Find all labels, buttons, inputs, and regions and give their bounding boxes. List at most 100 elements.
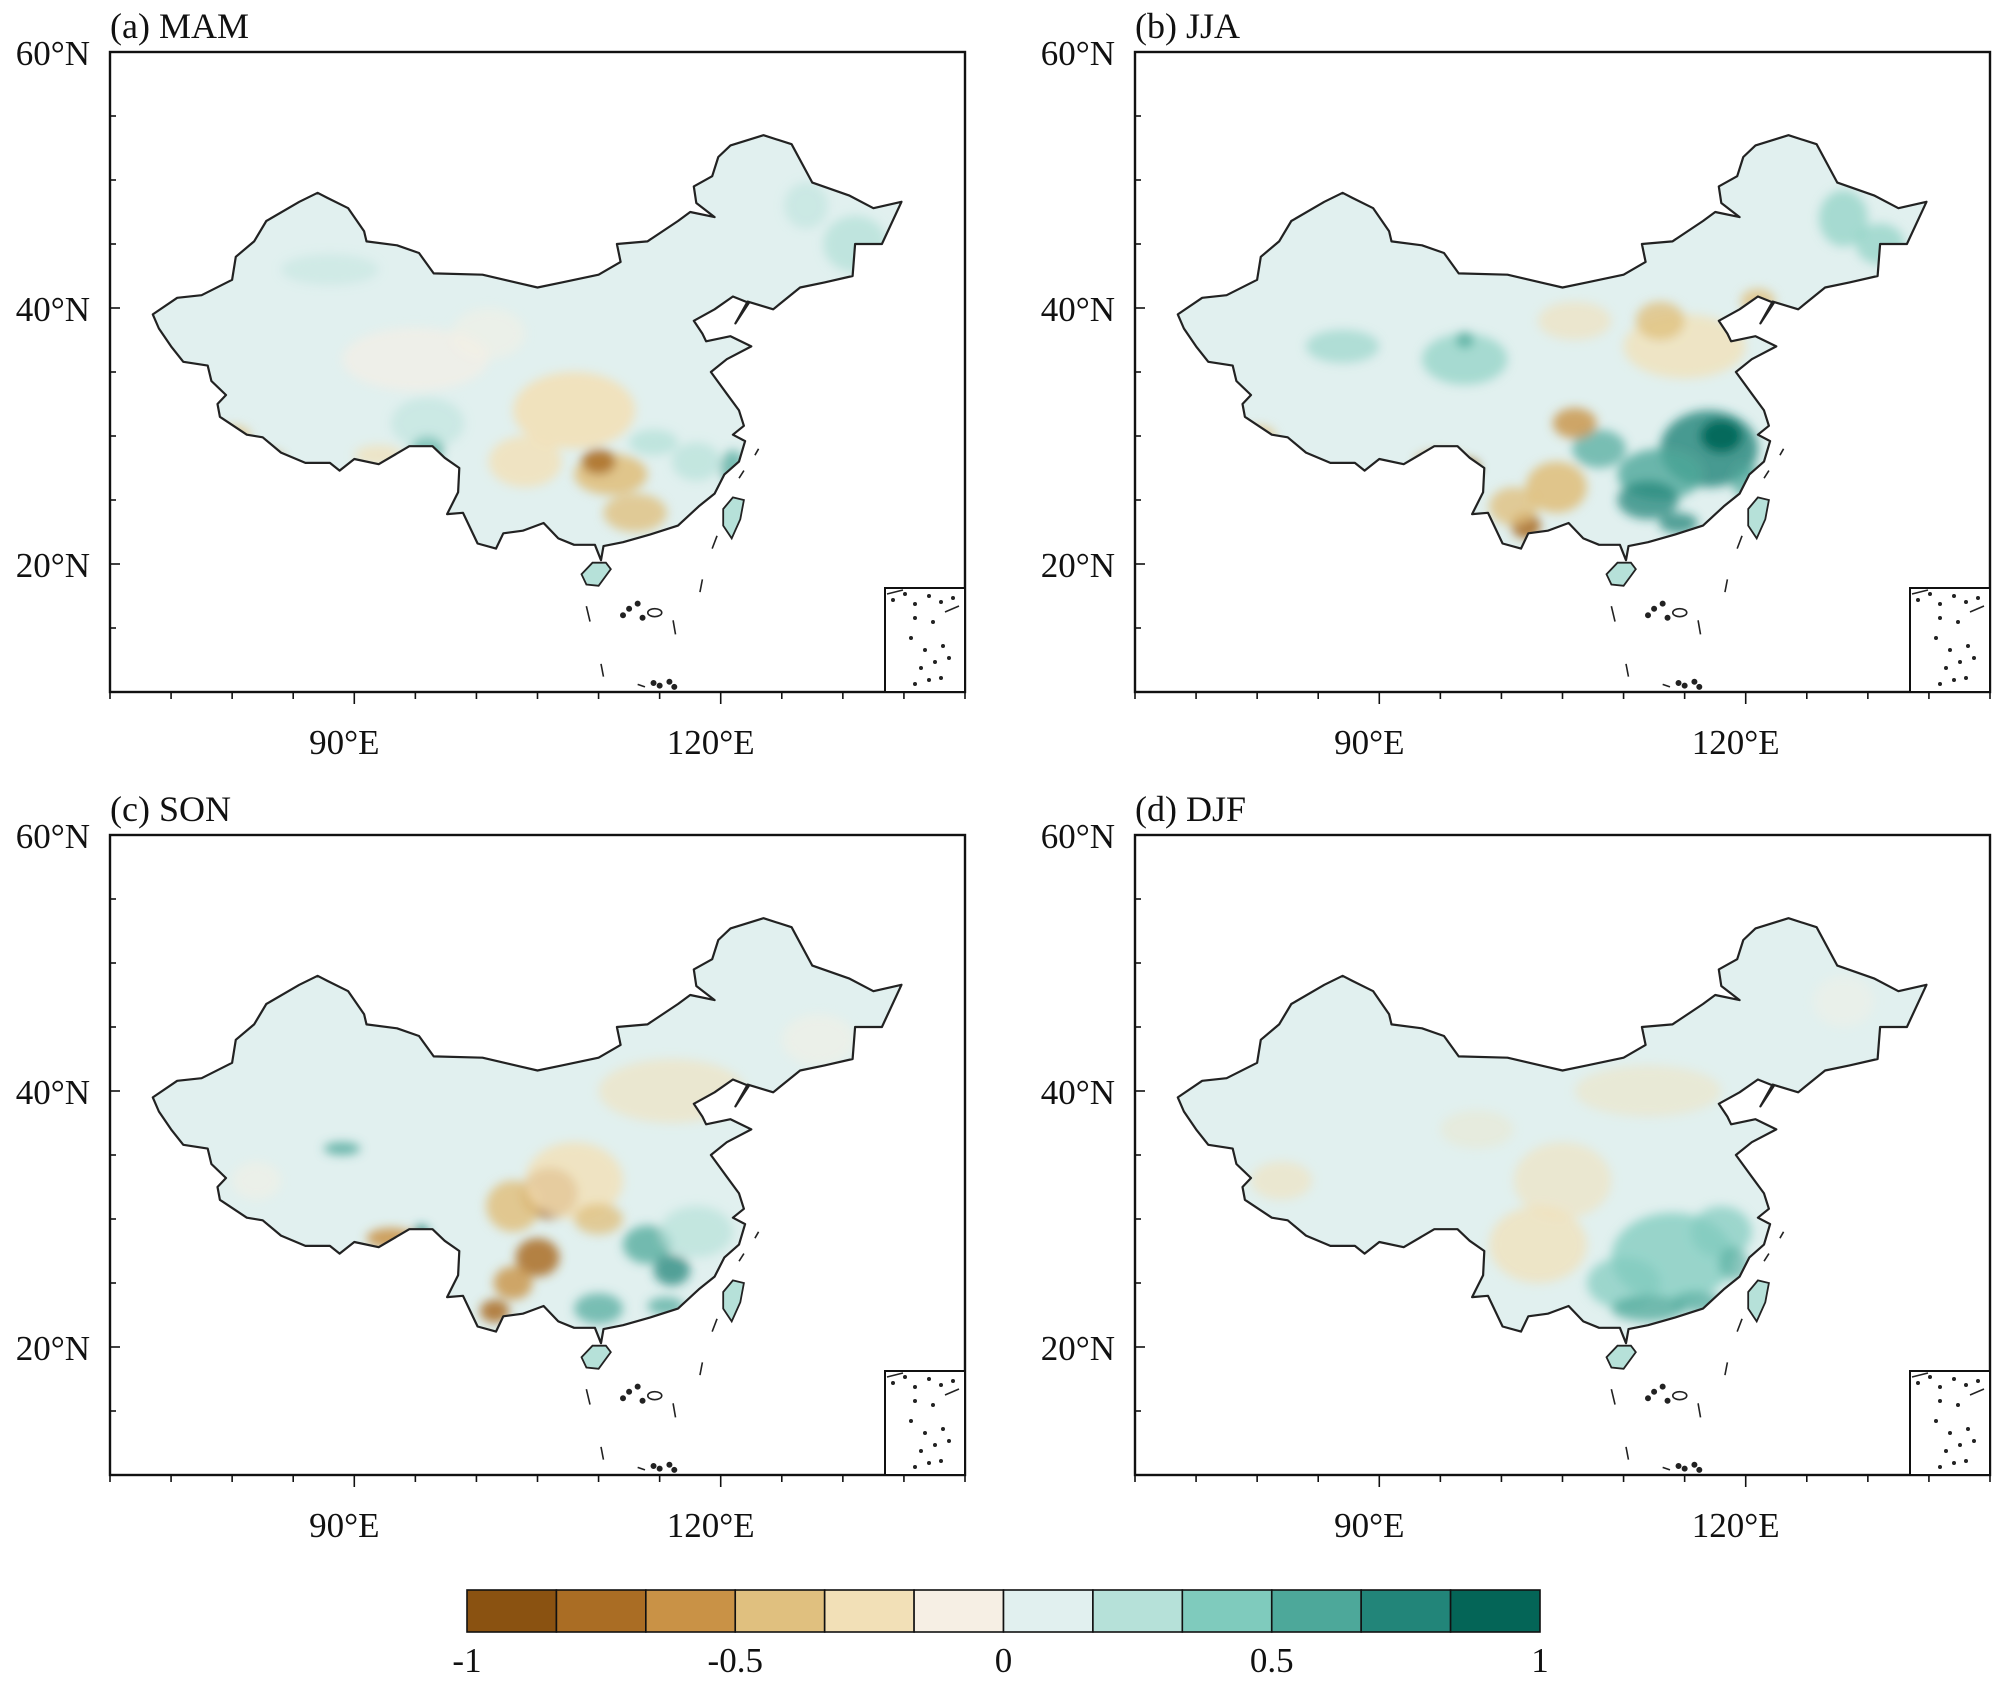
panel-title: (a) MAM: [110, 6, 249, 46]
colorbar-tick-label: 0.5: [1250, 1641, 1294, 1680]
taiwan-island: [1747, 1279, 1770, 1324]
colorbar-tick-label: 0: [995, 1641, 1013, 1680]
anomaly-patch: [323, 1142, 361, 1155]
colorbar-swatch: [734, 1589, 826, 1633]
panel-c: (c) SON 60°N 40°N 20°N 90°E 120°E: [16, 789, 967, 1545]
panel-b: (b) JJA 60°N 40°N 20°N 90°E 120°E: [1041, 6, 1992, 762]
country-border: [1176, 917, 1928, 1345]
south-china-sea-lines: [585, 1231, 760, 1473]
anomaly-patch: [452, 308, 526, 360]
anomaly-patch: [1306, 329, 1380, 364]
hainan-island: [1605, 1344, 1637, 1370]
lat-label: 60°N: [1041, 34, 1115, 73]
anomaly-patch: [629, 429, 678, 456]
panel-title: (b) JJA: [1135, 6, 1240, 46]
colorbar-tick-label: -1: [452, 1641, 481, 1680]
anomaly-patch: [659, 1206, 733, 1258]
colorbar-tick-label: -0.5: [708, 1641, 763, 1680]
colorbar-tick-label: 1: [1531, 1641, 1549, 1680]
anomaly-patch: [232, 1161, 281, 1200]
colorbar-swatch: [1181, 1589, 1273, 1633]
colorbar-swatch: [466, 1589, 558, 1633]
anomaly-patch: [342, 327, 489, 392]
south-china-sea-inset: [884, 1370, 966, 1476]
hainan-island: [580, 561, 612, 587]
country-border: [151, 134, 903, 562]
lon-label: 90°E: [1334, 723, 1404, 762]
anomaly-patch: [1574, 1065, 1722, 1117]
anomaly-patch: [493, 1266, 533, 1300]
anomaly-patch: [486, 1180, 540, 1232]
axis-ticks: [109, 51, 966, 704]
lat-label: 40°N: [1041, 290, 1115, 329]
lat-label: 60°N: [16, 34, 90, 73]
anomaly-patch: [784, 182, 829, 229]
anomaly-patch: [671, 442, 721, 481]
south-china-sea-inset: [1909, 1370, 1991, 1476]
anomaly-patch: [1422, 333, 1508, 385]
anomaly-patch: [1690, 1206, 1752, 1258]
axis-ticks: [1134, 834, 1991, 1487]
south-china-sea-lines: [1610, 1231, 1785, 1473]
anomaly-patch: [1489, 1206, 1587, 1283]
lon-label: 120°E: [1692, 1506, 1780, 1545]
anomaly-patch: [1572, 429, 1627, 468]
hainan-island: [1605, 561, 1637, 587]
anomaly-patch: [1552, 407, 1597, 439]
panel-title: (c) SON: [110, 789, 231, 829]
taiwan-island: [722, 1279, 745, 1324]
south-china-sea-lines: [1610, 448, 1785, 690]
lon-label: 90°E: [309, 723, 379, 762]
anomaly-patch: [281, 254, 379, 285]
south-china-sea-inset: [1909, 587, 1991, 693]
anomaly-patch: [1617, 480, 1679, 520]
anomaly-patch: [488, 436, 562, 488]
hainan-island: [580, 1344, 612, 1370]
taiwan-island: [722, 496, 745, 541]
lat-label: 40°N: [16, 290, 90, 329]
panel-title: (d) DJF: [1135, 789, 1246, 829]
colorbar-swatch: [1092, 1589, 1184, 1633]
anomaly-patch: [525, 1142, 623, 1219]
lat-label: 20°N: [16, 546, 90, 585]
anomaly-patch: [1513, 1142, 1612, 1219]
anomaly-patch: [390, 397, 465, 449]
colorbar-swatch: [913, 1589, 1005, 1633]
anomaly-patch: [1489, 487, 1539, 526]
colorbar-swatch: [555, 1589, 647, 1633]
lat-label: 40°N: [16, 1073, 90, 1112]
lon-label: 90°E: [309, 1506, 379, 1545]
country-border: [1176, 134, 1928, 562]
south-china-sea-lines: [585, 448, 760, 690]
anomaly-patch: [1812, 975, 1874, 1027]
colorbar: -1 -0.5 0 0.5 1: [452, 1589, 1549, 1680]
lat-label: 20°N: [16, 1329, 90, 1368]
anomaly-patch: [1658, 512, 1699, 534]
anomaly-patch: [574, 1203, 623, 1235]
lon-label: 120°E: [667, 723, 755, 762]
anomaly-patch: [513, 372, 636, 449]
anomaly-patch: [574, 1293, 623, 1324]
panel-d: (d) DJF 60°N 40°N 20°N 90°E 120°E: [1041, 789, 1992, 1545]
axis-ticks: [109, 834, 966, 1487]
lat-label: 20°N: [1041, 546, 1115, 585]
anomaly-patch: [515, 1238, 560, 1277]
anomaly-patch: [1611, 1295, 1685, 1322]
anomaly-patch: [1635, 301, 1685, 340]
axis-ticks: [1134, 51, 1991, 704]
anomaly-patch: [653, 1254, 691, 1286]
anomaly-patch: [1251, 1161, 1313, 1200]
taiwan-island: [1747, 496, 1770, 541]
anomaly-patch: [581, 448, 616, 475]
anomaly-patch: [1440, 1110, 1514, 1149]
anomaly-patch: [1538, 301, 1612, 340]
anomaly-patch: [1819, 190, 1868, 247]
lat-label: 60°N: [16, 817, 90, 856]
anomaly-patch: [1586, 1257, 1661, 1309]
anomaly-patch: [623, 1225, 672, 1264]
country-border: [151, 917, 903, 1345]
colorbar-swatch: [823, 1589, 915, 1633]
lon-label: 90°E: [1334, 1506, 1404, 1545]
lat-label: 20°N: [1041, 1329, 1115, 1368]
